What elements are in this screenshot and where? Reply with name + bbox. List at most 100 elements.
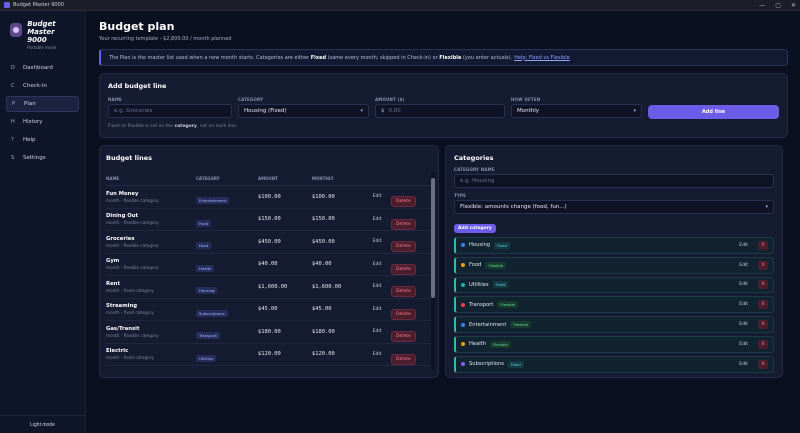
how-often-value: Monthly [517, 108, 540, 114]
chevron-down-icon: ▾ [633, 108, 636, 114]
category-row: Transport Flexible Edit X [454, 296, 774, 314]
category-delete-button[interactable]: X [758, 280, 768, 290]
sidebar-item-settings[interactable]: S Settings [6, 150, 79, 166]
add-category-button[interactable]: Add category [454, 224, 496, 233]
row-name-cell: Fun Money month - flexible category [106, 191, 196, 203]
chevron-down-icon: ▾ [765, 204, 768, 210]
minimize-icon[interactable]: — [759, 1, 766, 9]
row-category-cell: Health [196, 255, 258, 274]
edit-button[interactable]: Edit [372, 194, 382, 200]
sidebar-nav: D Dashboard C Check-in P Plan H History ? Help S Se… [0, 60, 85, 166]
table-row: Groceries month - flexible category Food $4… [106, 231, 432, 254]
category-delete-button[interactable]: X [758, 320, 768, 330]
sidebar-item-label: History [23, 119, 43, 125]
category-type-select[interactable]: Flexible: amounts change (food, fun...) … [454, 200, 774, 214]
row-name-cell: Streaming month - fixed category [106, 303, 196, 315]
table-row: Fun Money month - flexible category Entert… [106, 186, 432, 209]
category-edit-button[interactable]: Edit [739, 341, 748, 347]
row-name-cell: Gym month - flexible category [106, 258, 196, 270]
category-edit-button[interactable]: Edit [739, 242, 748, 248]
row-amount: $450.00 [258, 238, 281, 245]
categories-title: Categories [454, 154, 494, 162]
category-delete-button[interactable]: X [758, 240, 768, 250]
row-actions: Delete [391, 232, 416, 253]
add-line-button[interactable]: Add line [648, 105, 779, 119]
edit-button[interactable]: Edit [372, 306, 382, 312]
edit-button[interactable]: Edit [372, 216, 382, 222]
sidebar-item-plan[interactable]: P Plan [6, 96, 79, 112]
delete-button[interactable]: Delete [391, 308, 416, 320]
col-monthly-header: MONTHLY [312, 176, 334, 181]
banner-text-1: The Plan is the master list used when a … [109, 54, 311, 61]
category-name-input[interactable]: e.g. Housing [454, 174, 774, 188]
category-pill: Food [196, 242, 212, 250]
row-monthly: $120.00 [312, 351, 335, 358]
maximize-icon[interactable]: ▢ [775, 1, 781, 9]
sidebar-item-dashboard[interactable]: D Dashboard [6, 60, 79, 76]
row-actions: Delete [391, 210, 416, 230]
light-mode-button[interactable]: Light mode [30, 421, 55, 428]
amount-input[interactable]: $ 0.00 [375, 104, 505, 118]
category-row: Subscriptions Fixed Edit X [454, 355, 774, 373]
category-edit-button[interactable]: Edit [739, 302, 748, 308]
category-delete-button[interactable]: X [758, 359, 768, 369]
delete-button[interactable]: Delete [391, 263, 416, 275]
category-edit-button[interactable]: Edit [739, 361, 748, 367]
edit-button[interactable]: Edit [372, 261, 382, 267]
row-monthly: $150.00 [312, 216, 335, 223]
row-monthly: $40.00 [312, 261, 332, 268]
banner-text-3: (you enter actuals). [461, 54, 513, 61]
nav-key-icon: P [12, 101, 16, 107]
row-actions: Delete [391, 187, 416, 208]
row-name: Gas/Transit [106, 325, 140, 332]
category-delete-button[interactable]: X [758, 260, 768, 270]
edit-button[interactable]: Edit [372, 329, 382, 335]
edit-button[interactable]: Edit [372, 239, 382, 245]
delete-button[interactable]: Delete [391, 331, 416, 343]
category-edit-button[interactable]: Edit [739, 282, 748, 288]
budget-lines-scrollbar[interactable] [431, 172, 435, 370]
delete-button[interactable]: Delete [391, 286, 416, 298]
row-category-cell: Housing [196, 277, 258, 296]
scrollbar-thumb[interactable] [431, 178, 435, 298]
brand: Budget Master 9000 Portable mode [0, 11, 85, 60]
sidebar-item-label: Settings [23, 155, 46, 161]
add-budget-line-card: Add budget line NAME e.g. Groceries CATE… [99, 73, 788, 138]
line-name-input[interactable]: e.g. Groceries [108, 104, 232, 118]
delete-button[interactable]: Delete [391, 241, 416, 253]
category-select-value: Housing (Fixed) [244, 108, 287, 114]
sidebar-item-help[interactable]: ? Help [6, 132, 79, 148]
row-category-cell: Food [196, 232, 258, 251]
category-row: Utilities Fixed Edit X [454, 276, 774, 294]
app-icon [4, 2, 10, 8]
nav-key-icon: D [11, 65, 15, 71]
delete-button[interactable]: Delete [391, 353, 416, 365]
sidebar-item-history[interactable]: H History [6, 114, 79, 130]
sidebar-item-check-in[interactable]: C Check-in [6, 78, 79, 94]
category-edit-button[interactable]: Edit [739, 322, 748, 328]
brand-subtitle: Portable mode [27, 45, 57, 50]
sidebar: Budget Master 9000 Portable mode D Dashbo… [0, 11, 86, 433]
category-select[interactable]: Housing (Fixed) ▾ [238, 104, 369, 118]
delete-button[interactable]: Delete [391, 218, 416, 230]
category-color-dot [461, 322, 465, 327]
how-often-select[interactable]: Monthly ▾ [511, 104, 642, 118]
banner-text: The Plan is the master list used when a … [109, 55, 512, 61]
category-pill: Utilities [196, 354, 217, 362]
delete-button[interactable]: Delete [391, 196, 416, 208]
category-edit-button[interactable]: Edit [739, 262, 748, 268]
category-delete-button[interactable]: X [758, 300, 768, 310]
row-amount: $180.00 [258, 328, 281, 335]
help-fixed-flexible-link[interactable]: Help: Fixed vs Flexible [514, 54, 570, 61]
category-delete-button[interactable]: X [758, 339, 768, 349]
edit-button[interactable]: Edit [372, 351, 382, 357]
row-name-cell: Rent month - fixed category [106, 281, 196, 293]
row-name: Gym [106, 258, 120, 265]
row-monthly: $45.00 [312, 306, 332, 313]
sidebar-footer: Light mode [0, 415, 85, 433]
edit-button[interactable]: Edit [372, 284, 382, 290]
close-icon[interactable]: ✕ [790, 1, 796, 9]
category-pill: Housing [196, 287, 218, 295]
brand-name-line2: 9000 [27, 36, 47, 44]
table-row: Electric month - fixed category Utilities $… [106, 344, 432, 366]
